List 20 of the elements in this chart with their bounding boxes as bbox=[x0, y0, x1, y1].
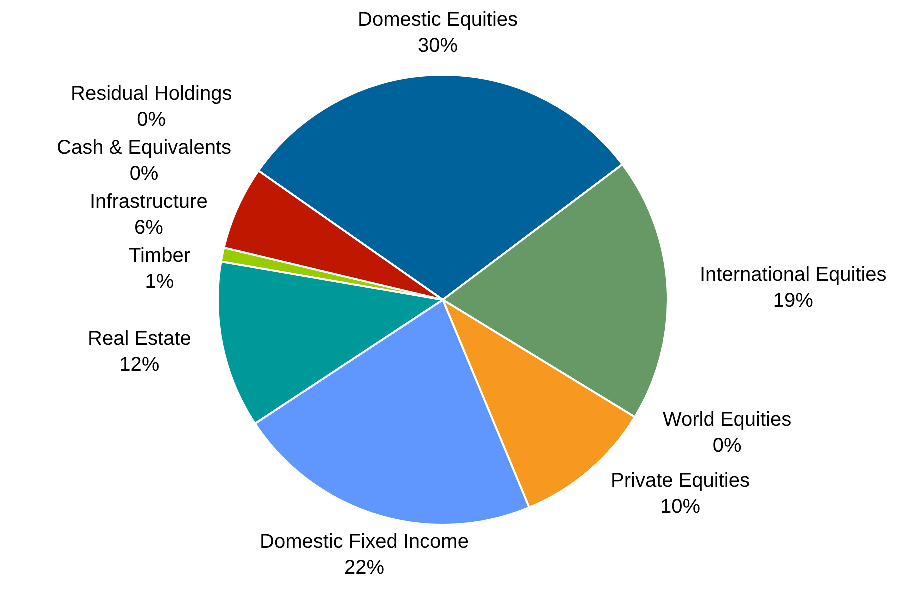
text: 0% bbox=[137, 109, 166, 131]
slice-label: International Equities bbox=[700, 264, 887, 286]
data-label: 1% bbox=[145, 271, 174, 293]
slice-label: Domestic Equities bbox=[358, 9, 518, 31]
data-label: 6% bbox=[134, 217, 164, 239]
slice-label: Private Equities bbox=[611, 470, 750, 492]
data-label: 12% bbox=[120, 354, 160, 376]
slice-label: Domestic Fixed Income bbox=[260, 531, 469, 553]
text: 0% bbox=[130, 163, 159, 185]
data-label: 19% bbox=[773, 290, 814, 312]
data-label: 22% bbox=[344, 557, 385, 579]
slice-label: Timber bbox=[129, 245, 191, 267]
category-label: Residual Holdings bbox=[71, 83, 232, 105]
data-label: 10% bbox=[660, 496, 701, 518]
slice-label: Real Estate bbox=[88, 328, 192, 350]
category-label: World Equities bbox=[663, 409, 792, 431]
slice-label: Infrastructure bbox=[90, 191, 208, 213]
text: 0% bbox=[712, 435, 742, 457]
category-label: Cash & Equivalents bbox=[57, 137, 232, 159]
data-label: 30% bbox=[418, 35, 458, 57]
